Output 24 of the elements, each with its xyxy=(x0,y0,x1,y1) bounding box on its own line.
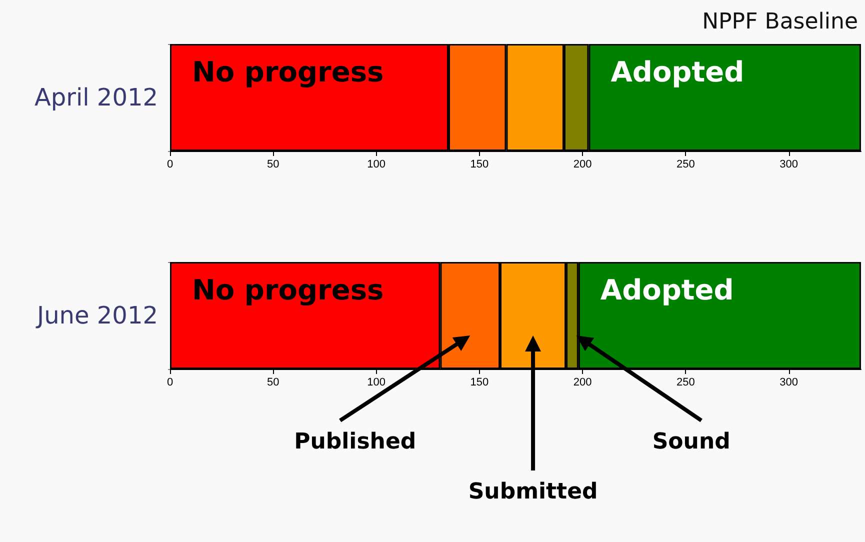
x-tick-label: 100 xyxy=(367,158,386,170)
x-tick-label: 200 xyxy=(573,376,592,388)
x-tick-label: 300 xyxy=(780,376,798,388)
x-tick-label: 150 xyxy=(470,376,489,388)
x-tick-label: 100 xyxy=(367,376,386,388)
series-label: Adopted xyxy=(610,56,744,88)
x-tick-label: 0 xyxy=(166,376,174,388)
y-tick-label: June 2012 xyxy=(35,302,158,330)
x-tick-label: 250 xyxy=(676,158,695,170)
series-label: Adopted xyxy=(600,274,734,306)
chart-title: NPPF Baseline xyxy=(702,10,858,34)
y-tick-label: April 2012 xyxy=(34,84,158,112)
series-label: No progress xyxy=(192,274,384,306)
x-tick-label: 50 xyxy=(267,376,280,388)
text: Published xyxy=(294,430,416,454)
series-label: No progress xyxy=(192,56,384,88)
text: Submitted xyxy=(468,480,598,504)
x-tick-label: 0 xyxy=(166,158,174,170)
x-tick-label: 50 xyxy=(267,158,280,170)
x-tick-label: 300 xyxy=(780,158,798,170)
text: Sound xyxy=(652,430,730,454)
x-tick-label: 200 xyxy=(573,158,592,170)
x-tick-label: 250 xyxy=(676,376,695,388)
x-tick-label: 150 xyxy=(470,158,489,170)
